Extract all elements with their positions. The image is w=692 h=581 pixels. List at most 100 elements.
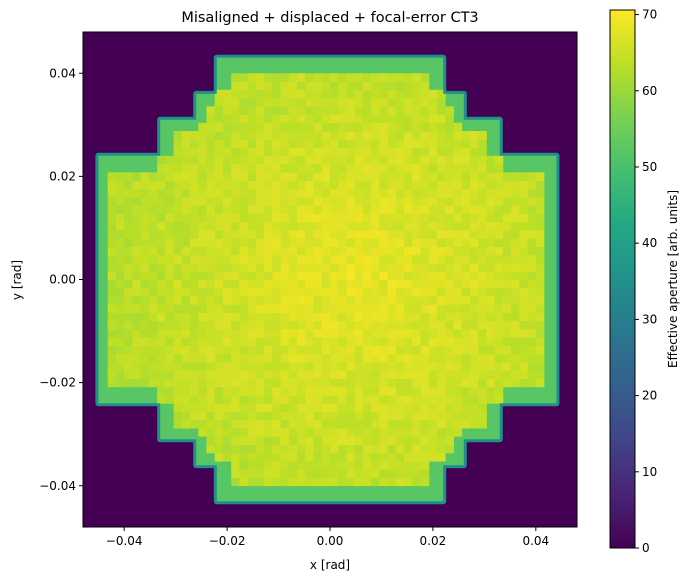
heatmap-cell xyxy=(305,122,314,132)
heatmap-cell xyxy=(124,205,133,214)
heatmap-cell xyxy=(272,263,281,272)
heatmap-cell xyxy=(428,279,438,289)
heatmap-cell xyxy=(330,419,339,429)
heatmap-cell xyxy=(206,386,216,396)
heatmap-cell xyxy=(231,370,240,379)
heatmap-cell xyxy=(412,320,421,330)
heatmap-cell xyxy=(502,337,512,346)
heatmap-cell xyxy=(437,263,446,272)
heatmap-cell xyxy=(379,428,388,437)
heatmap-cell xyxy=(206,114,216,124)
heatmap-cell xyxy=(190,403,199,412)
heatmap-cell xyxy=(445,139,454,148)
heatmap-cell xyxy=(338,386,347,396)
heatmap-cell xyxy=(214,164,224,173)
heatmap-cell xyxy=(338,106,347,115)
heatmap-cell xyxy=(190,386,199,396)
heatmap-cell xyxy=(321,155,331,165)
x-tick-label: −0.02 xyxy=(209,534,246,548)
heatmap-cell xyxy=(190,197,199,206)
heatmap-cell xyxy=(190,164,199,173)
heatmap-cell xyxy=(173,378,183,388)
heatmap-cell xyxy=(371,279,380,289)
heatmap-cell xyxy=(165,378,174,388)
heatmap-cell xyxy=(445,263,454,272)
heatmap-cell xyxy=(346,254,356,264)
heatmap-cell xyxy=(371,122,380,132)
heatmap-cell xyxy=(494,180,504,190)
heatmap-cell xyxy=(115,320,125,330)
heatmap-cell xyxy=(371,197,380,206)
heatmap-cell xyxy=(371,362,380,371)
heatmap-cell xyxy=(362,287,372,297)
heatmap-cell xyxy=(519,320,528,330)
heatmap-cell xyxy=(453,386,463,396)
heatmap-cell xyxy=(412,73,421,82)
heatmap-cell xyxy=(395,469,405,478)
heatmap-cell xyxy=(395,411,405,421)
heatmap-cell xyxy=(404,81,413,91)
heatmap-cell xyxy=(288,147,298,157)
heatmap-cell xyxy=(313,122,323,132)
chart-title: Misaligned + displaced + focal-error CT3 xyxy=(181,10,478,26)
heatmap-cell xyxy=(165,279,174,289)
heatmap-cell xyxy=(437,205,446,214)
heatmap-cell xyxy=(165,197,174,206)
heatmap-cell xyxy=(486,279,495,289)
heatmap-cell xyxy=(330,296,339,305)
heatmap-cell xyxy=(173,197,183,206)
heatmap-cell xyxy=(412,329,421,338)
heatmap-cell xyxy=(239,329,248,338)
heatmap-cell xyxy=(247,89,257,99)
heatmap-cell xyxy=(511,362,520,371)
heatmap-cell xyxy=(321,304,331,313)
y-tick-label: −0.04 xyxy=(39,479,76,493)
heatmap-cell xyxy=(132,263,141,272)
heatmap-cell xyxy=(305,131,314,140)
heatmap-cell xyxy=(412,436,421,445)
heatmap-cell xyxy=(288,246,298,256)
heatmap-cell xyxy=(223,254,232,264)
heatmap-cell xyxy=(404,254,413,264)
heatmap-cell xyxy=(239,131,248,140)
heatmap-cell xyxy=(338,98,347,107)
heatmap-cell xyxy=(223,386,232,396)
heatmap-cell xyxy=(420,436,430,445)
heatmap-cell xyxy=(395,263,405,272)
heatmap-cell xyxy=(379,271,388,280)
heatmap-cell xyxy=(124,304,133,313)
heatmap-cell xyxy=(297,320,306,330)
heatmap-cell xyxy=(371,304,380,313)
heatmap-cell xyxy=(140,304,150,313)
heatmap-cell xyxy=(264,395,273,404)
heatmap-cell xyxy=(132,254,141,264)
heatmap-cell xyxy=(190,378,199,388)
heatmap-cell xyxy=(412,395,421,404)
heatmap-cell xyxy=(247,287,257,297)
heatmap-cell xyxy=(445,353,454,363)
heatmap-cell xyxy=(313,461,323,470)
heatmap-cell xyxy=(173,155,183,165)
heatmap-cell xyxy=(181,370,191,379)
heatmap-cell xyxy=(148,329,158,338)
heatmap-cell xyxy=(148,370,158,379)
heatmap-cell xyxy=(519,345,528,355)
heatmap-cell xyxy=(165,180,174,190)
heatmap-cell xyxy=(412,98,421,107)
heatmap-cell xyxy=(445,411,454,421)
heatmap-cell xyxy=(239,238,248,247)
heatmap-cell xyxy=(239,436,248,445)
heatmap-cell xyxy=(362,263,372,272)
x-tick-label: 0.04 xyxy=(522,534,549,548)
heatmap-cell xyxy=(255,320,265,330)
heatmap-cell xyxy=(379,287,388,297)
heatmap-cell xyxy=(494,188,504,198)
heatmap-cell xyxy=(255,238,265,247)
heatmap-cell xyxy=(239,386,248,396)
heatmap-cell xyxy=(288,271,298,280)
heatmap-cell xyxy=(330,444,339,454)
heatmap-cell xyxy=(478,197,487,206)
heatmap-cell xyxy=(330,312,339,322)
heatmap-cell xyxy=(280,164,290,173)
heatmap-cell xyxy=(297,73,306,82)
